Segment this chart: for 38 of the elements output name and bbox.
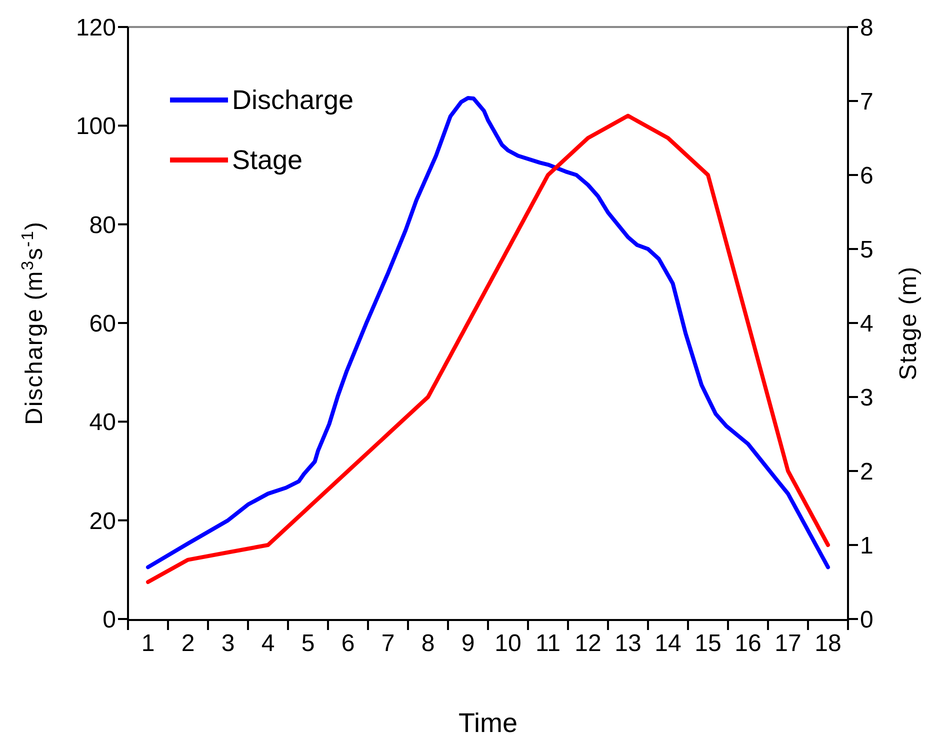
y2-tick-label: 0: [860, 606, 874, 634]
y2-tick-label: 8: [860, 14, 874, 42]
x-tick-label: 8: [421, 630, 435, 658]
x-tick-label: 14: [654, 630, 682, 658]
x-tick-label: 16: [734, 630, 762, 658]
y2-tick-label: 3: [860, 384, 874, 412]
x-tick-label: 9: [461, 630, 475, 658]
x-tick-label: 12: [574, 630, 602, 658]
y-tick-label: 100: [76, 113, 116, 140]
y2-tick-label: 4: [860, 310, 874, 338]
x-tick-label: 18: [814, 630, 842, 658]
x-tick-label: 13: [614, 630, 642, 658]
y-tick-label: 120: [76, 14, 116, 42]
x-tick-label: 2: [181, 630, 195, 658]
x-tick-label: 5: [301, 630, 315, 658]
y-tick-label: 0: [102, 606, 116, 634]
x-tick-label: 11: [536, 630, 560, 658]
x-tick-label: 1: [141, 630, 155, 658]
x-tick-label: 10: [494, 630, 522, 658]
x-tick-label: 7: [381, 630, 395, 658]
y2-tick-label: 6: [860, 162, 874, 190]
y-tick-label: 40: [89, 409, 116, 436]
x-tick-label: 6: [341, 630, 355, 658]
y2-tick-label: 1: [860, 532, 874, 560]
y-tick-label: 60: [89, 310, 116, 338]
x-tick-label: 17: [774, 630, 802, 658]
y2-tick-label: 5: [860, 236, 874, 264]
y-tick-label: 20: [89, 508, 116, 535]
x-tick-label: 3: [221, 630, 235, 658]
y2-axis-title: Stage (m): [895, 266, 922, 380]
y-tick-label: 80: [89, 212, 116, 239]
x-axis-title: Time: [458, 708, 518, 736]
legend-label: Discharge: [232, 84, 354, 116]
x-tick-label: 4: [261, 630, 275, 658]
y2-tick-label: 2: [860, 458, 874, 486]
y2-tick-label: 7: [860, 88, 874, 116]
x-tick-label: 15: [694, 630, 722, 658]
legend-label: Stage: [232, 144, 303, 176]
